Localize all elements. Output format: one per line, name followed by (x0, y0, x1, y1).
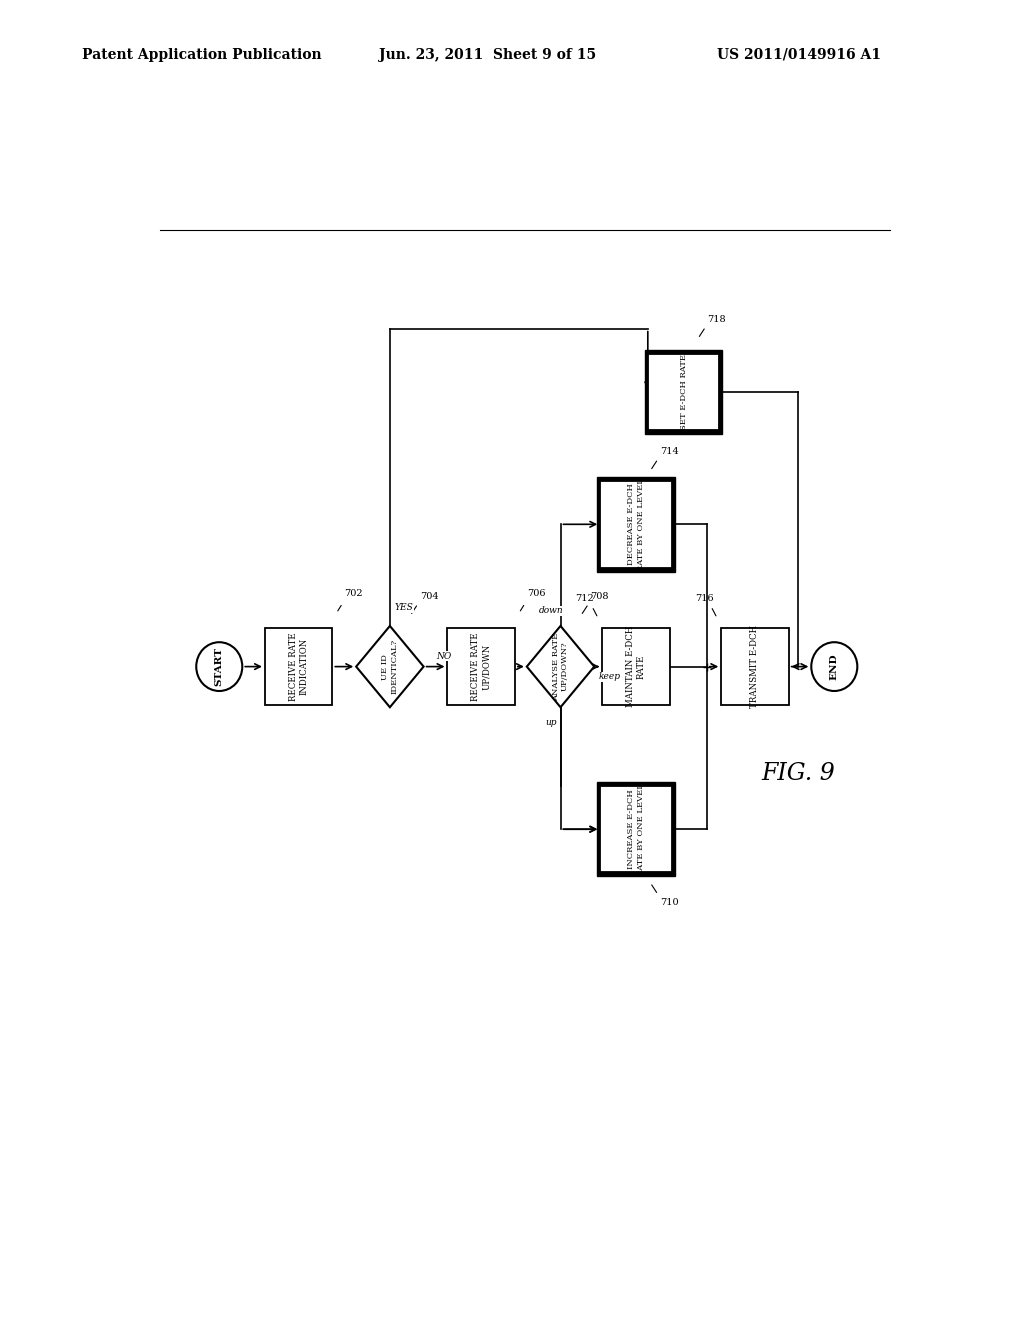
Ellipse shape (811, 643, 857, 690)
Text: 718: 718 (708, 314, 726, 323)
Bar (600, 480, 672, 568)
Bar (600, 785, 672, 873)
Text: FIG. 9: FIG. 9 (762, 762, 836, 785)
Text: RECEIVE RATE
UP/DOWN: RECEIVE RATE UP/DOWN (471, 632, 490, 701)
Text: END: END (829, 653, 839, 680)
Text: 704: 704 (420, 591, 438, 601)
Text: MAINTAIN E-DCH
RATE: MAINTAIN E-DCH RATE (627, 626, 645, 708)
Text: UE ID
IDENTICAL?: UE ID IDENTICAL? (381, 639, 398, 694)
Text: down: down (539, 606, 563, 615)
Text: 712: 712 (575, 594, 594, 603)
Bar (597, 477, 675, 572)
Text: 710: 710 (659, 898, 678, 907)
Text: TRANSMIT E-DCH: TRANSMIT E-DCH (751, 626, 760, 708)
Text: 706: 706 (526, 589, 546, 598)
Text: YES: YES (395, 603, 414, 612)
Ellipse shape (197, 643, 243, 690)
Text: NO: NO (436, 652, 452, 661)
Text: 716: 716 (694, 594, 714, 603)
Text: SET E-DCH RATE: SET E-DCH RATE (680, 354, 687, 430)
Text: 708: 708 (590, 591, 609, 601)
Text: START: START (215, 647, 224, 686)
Bar (645, 350, 722, 434)
Text: US 2011/0149916 A1: US 2011/0149916 A1 (717, 48, 881, 62)
Text: 714: 714 (659, 446, 679, 455)
Text: ANALYSE RATE
UP/DOWN?: ANALYSE RATE UP/DOWN? (552, 632, 569, 701)
Text: Patent Application Publication: Patent Application Publication (82, 48, 322, 62)
Text: keep: keep (599, 672, 622, 681)
Bar (447, 628, 515, 705)
Polygon shape (356, 626, 424, 708)
Text: 702: 702 (344, 589, 362, 598)
Bar (721, 628, 788, 705)
Polygon shape (526, 626, 594, 708)
Text: up: up (545, 718, 557, 727)
Text: DECREASE E-DCH
RATE BY ONE LEVEL: DECREASE E-DCH RATE BY ONE LEVEL (628, 478, 644, 570)
Bar (265, 628, 333, 705)
Bar (648, 354, 719, 430)
Bar (597, 781, 675, 876)
Text: RECEIVE RATE
INDICATION: RECEIVE RATE INDICATION (289, 632, 308, 701)
Text: INCREASE E-DCH
RATE BY ONE LEVEL: INCREASE E-DCH RATE BY ONE LEVEL (628, 783, 644, 875)
Bar (602, 628, 670, 705)
Text: Jun. 23, 2011  Sheet 9 of 15: Jun. 23, 2011 Sheet 9 of 15 (379, 48, 596, 62)
